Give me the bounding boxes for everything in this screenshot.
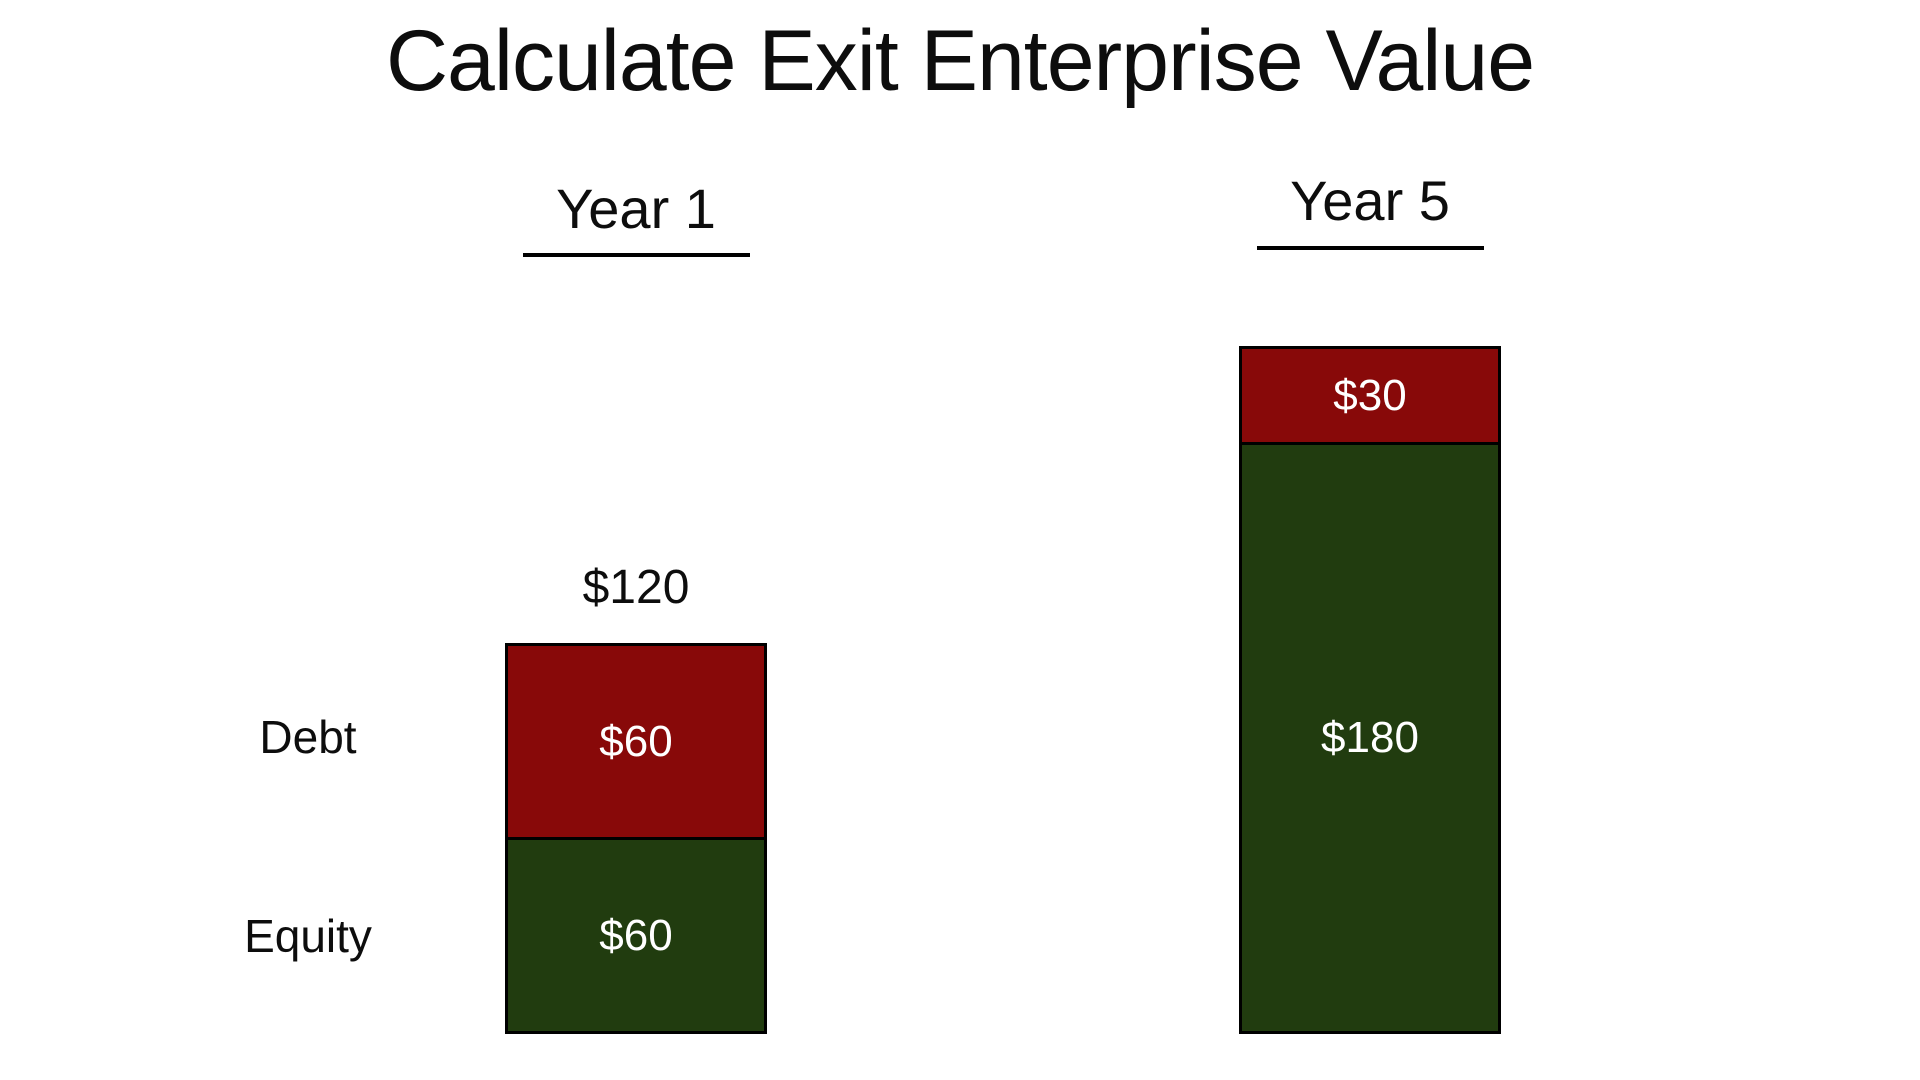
year-5-debt-value-label: $30 [1333, 370, 1407, 420]
debt-row-label: Debt [259, 711, 357, 763]
year-5-debt-segment: $30 [1239, 346, 1501, 445]
year-5-header-underline [1257, 246, 1484, 250]
year-1-total-label: $120 [582, 561, 690, 614]
year-1-header: Year 1 [556, 177, 716, 240]
year-1-debt-value-label: $60 [599, 716, 673, 766]
year-1-equity-segment: $60 [505, 837, 767, 1034]
year-1-debt-segment: $60 [505, 643, 767, 840]
year-1-header-underline [523, 253, 750, 257]
equity-row-label: Equity [244, 910, 372, 962]
year-1-stacked-bar: $60 $60 [505, 643, 767, 1034]
year-5-stacked-bar: $30 $180 [1239, 346, 1501, 1034]
year-5-equity-value-label: $180 [1321, 713, 1419, 762]
year-1-equity-value-label: $60 [599, 910, 673, 960]
year-5-equity-segment: $180 [1239, 442, 1501, 1034]
chart-title: Calculate Exit Enterprise Value [385, 13, 1535, 109]
year-5-header: Year 5 [1290, 169, 1450, 232]
